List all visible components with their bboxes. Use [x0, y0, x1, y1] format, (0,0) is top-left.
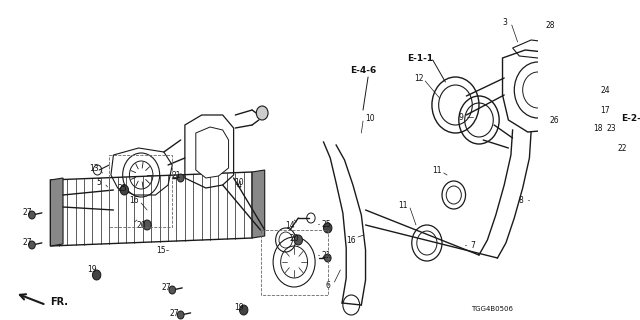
- Text: 22: 22: [617, 143, 627, 153]
- Text: 23: 23: [607, 124, 616, 132]
- Text: 7: 7: [470, 241, 476, 250]
- Text: 17: 17: [600, 106, 610, 115]
- Text: 10: 10: [365, 114, 374, 123]
- Polygon shape: [51, 178, 63, 246]
- Text: FR.: FR.: [51, 297, 68, 307]
- Text: TGG4B0506: TGG4B0506: [470, 306, 513, 312]
- Circle shape: [92, 270, 101, 280]
- Text: 13: 13: [90, 164, 99, 172]
- Circle shape: [553, 96, 559, 104]
- Circle shape: [294, 235, 303, 245]
- Circle shape: [120, 185, 129, 195]
- Circle shape: [169, 286, 175, 294]
- Text: 21: 21: [321, 251, 331, 260]
- Text: 6: 6: [325, 281, 330, 290]
- Text: 9: 9: [458, 113, 463, 122]
- Circle shape: [324, 223, 332, 233]
- Text: 12: 12: [413, 74, 423, 83]
- Circle shape: [239, 305, 248, 315]
- Text: 19: 19: [88, 266, 97, 275]
- Circle shape: [177, 311, 184, 319]
- Text: 27: 27: [161, 284, 171, 292]
- Circle shape: [256, 106, 268, 120]
- Text: 10: 10: [235, 178, 244, 187]
- Text: 21: 21: [172, 171, 181, 180]
- Text: 26: 26: [550, 116, 559, 124]
- Text: E-1-1: E-1-1: [407, 53, 433, 62]
- Text: 11: 11: [399, 201, 408, 210]
- Text: 27: 27: [22, 207, 32, 217]
- Text: 19: 19: [235, 303, 244, 313]
- Circle shape: [177, 174, 184, 182]
- Text: 20: 20: [289, 234, 299, 243]
- Circle shape: [324, 254, 331, 262]
- Polygon shape: [252, 170, 265, 238]
- Circle shape: [143, 220, 151, 230]
- Text: 4: 4: [237, 180, 242, 189]
- Text: 24: 24: [600, 85, 610, 94]
- Text: 25: 25: [117, 183, 127, 193]
- Text: 27: 27: [170, 308, 180, 317]
- Text: 11: 11: [432, 165, 442, 174]
- Circle shape: [29, 211, 35, 219]
- Text: 8: 8: [518, 196, 524, 204]
- Text: 15: 15: [157, 245, 166, 254]
- Text: 5: 5: [97, 178, 102, 187]
- Text: 25: 25: [321, 220, 331, 228]
- Text: 14: 14: [285, 220, 295, 229]
- Circle shape: [29, 241, 35, 249]
- Text: 18: 18: [593, 124, 603, 132]
- Polygon shape: [196, 127, 228, 178]
- Text: E-2-1: E-2-1: [621, 114, 640, 123]
- Circle shape: [542, 107, 550, 117]
- Text: 16: 16: [346, 236, 356, 244]
- Text: 20: 20: [136, 220, 146, 229]
- Text: 3: 3: [502, 18, 508, 27]
- Text: 27: 27: [22, 237, 32, 246]
- Text: E-4-6: E-4-6: [350, 66, 376, 75]
- Text: 16: 16: [130, 196, 140, 204]
- Text: 28: 28: [546, 20, 555, 29]
